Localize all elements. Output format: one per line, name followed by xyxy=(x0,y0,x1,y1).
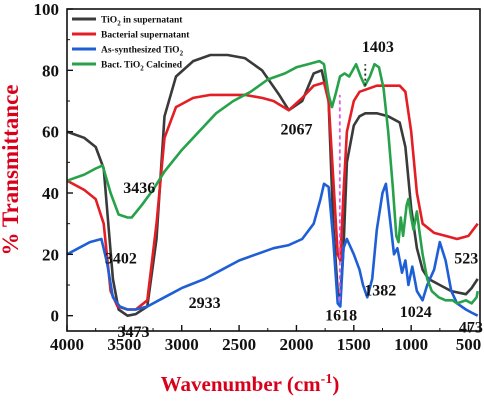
y-axis-title: % Transmittance xyxy=(0,85,23,256)
y-tick-label: 60 xyxy=(42,123,59,142)
x-tick-label: 4000 xyxy=(50,335,84,354)
peak-label-473: 473 xyxy=(459,320,483,337)
x-tick-label: 3500 xyxy=(107,335,141,354)
peak-label-1403: 1403 xyxy=(362,39,394,56)
legend-label-3: As-synthesized TiO2 xyxy=(101,46,184,58)
legend: TiO2 in supernatant Bacterial supernatant… xyxy=(72,16,190,73)
x-axis-title-close: ) xyxy=(332,372,339,396)
legend-label-2: Bacterial supernatant xyxy=(101,31,190,41)
y-tick-label: 20 xyxy=(42,245,59,264)
x-tick-label: 2000 xyxy=(279,335,313,354)
x-tick-label: 3000 xyxy=(165,335,199,354)
x-axis-title: Wavenumber (cm-1) xyxy=(161,372,340,396)
series-line-3 xyxy=(67,182,479,317)
peak-label-2933: 2933 xyxy=(189,295,221,312)
x-axis: 4000 3500 3000 2500 2000 1500 1000 500 xyxy=(50,325,481,354)
plot-frame xyxy=(66,8,481,332)
peak-label-3402: 3402 xyxy=(105,251,137,268)
x-tick-label: 500 xyxy=(456,335,482,354)
peak-guides xyxy=(338,64,367,301)
peak-label-523: 523 xyxy=(454,251,478,268)
x-axis-title-main: Wavenumber (cm xyxy=(161,372,322,396)
y-tick-label: 40 xyxy=(42,184,59,203)
peak-label-3473: 3473 xyxy=(118,324,150,341)
x-axis-title-superscript: -1 xyxy=(321,372,333,387)
x-tick-label: 2500 xyxy=(222,335,256,354)
y-tick-label: 0 xyxy=(51,307,60,326)
peak-label-2067: 2067 xyxy=(280,122,312,139)
legend-label-1: TiO2 in supernatant xyxy=(101,16,183,28)
series-line-4 xyxy=(67,59,479,305)
y-tick-label: 80 xyxy=(42,61,59,80)
x-tick-label: 1000 xyxy=(394,335,428,354)
peak-label-1382: 1382 xyxy=(364,283,396,300)
x-tick-label: 1500 xyxy=(337,335,371,354)
y-tick-label: 100 xyxy=(34,0,60,19)
y-axis: 0 20 40 60 80 100 xyxy=(34,0,73,326)
peak-label-1024: 1024 xyxy=(400,304,432,321)
series-lines xyxy=(67,53,479,317)
legend-label-4: Bact. TiO2 Calcined xyxy=(101,61,183,73)
peak-label-3436: 3436 xyxy=(123,180,155,197)
peak-label-1618: 1618 xyxy=(325,307,357,324)
